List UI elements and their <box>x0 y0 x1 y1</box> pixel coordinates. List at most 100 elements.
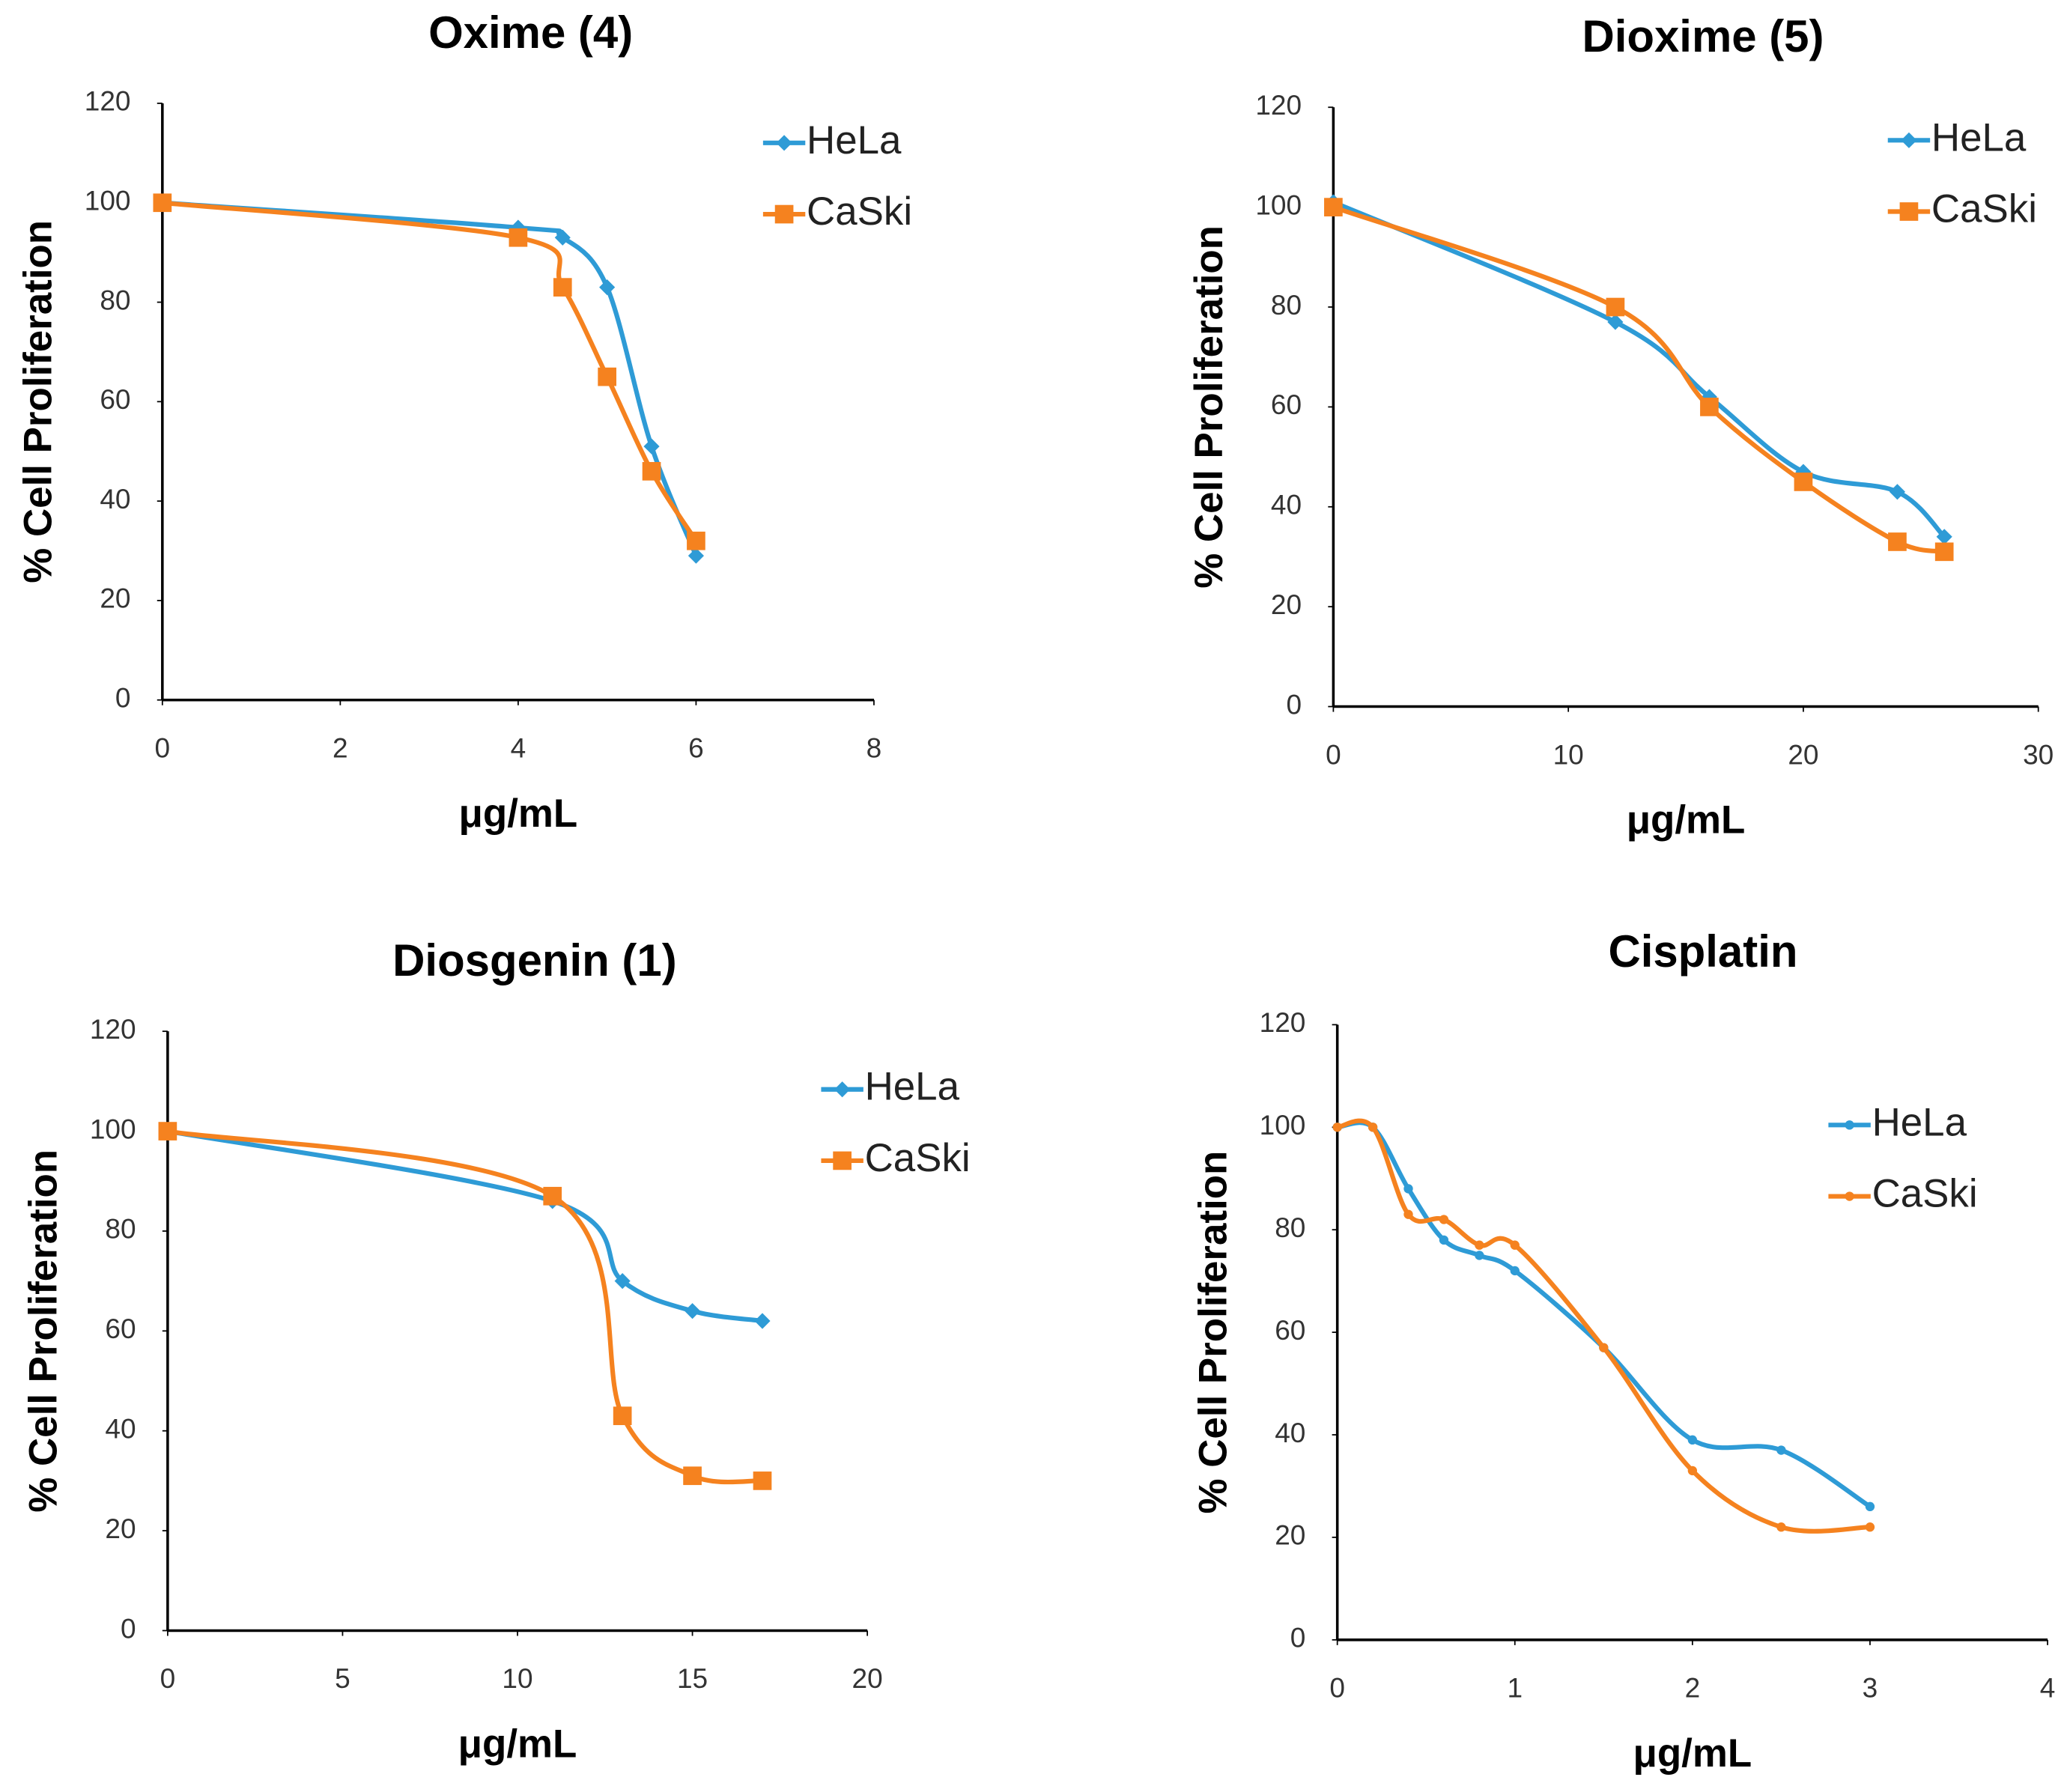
marker <box>1865 1522 1875 1532</box>
y-tick-label: 20 <box>1271 589 1302 620</box>
x-tick-label: 4 <box>511 732 526 763</box>
marker <box>1865 1501 1875 1512</box>
x-tick-label: 0 <box>1329 1672 1345 1704</box>
marker <box>1475 1251 1484 1260</box>
y-tick-label: 80 <box>1271 289 1302 321</box>
series-line <box>1337 1120 1872 1509</box>
legend-marker <box>776 135 792 151</box>
marker <box>1936 529 1952 545</box>
x-axis-label: μg/mL <box>458 1722 577 1767</box>
y-tick-label: 120 <box>1260 1006 1306 1038</box>
x-tick-label: 2 <box>1685 1672 1701 1704</box>
marker <box>1687 1466 1698 1476</box>
chart-panel: Diosgenin (1) 0 20 40 60 80 100 120 0 5 10 15 20 μg/m… <box>22 935 971 1766</box>
series-line <box>1332 200 1946 539</box>
marker <box>554 229 571 246</box>
marker <box>642 461 661 481</box>
y-tick-label: 20 <box>105 1513 136 1544</box>
marker <box>1776 1445 1786 1455</box>
marker <box>1510 1240 1520 1250</box>
x-tick-label: 5 <box>335 1662 350 1694</box>
x-tick-label: 30 <box>2023 738 2054 770</box>
marker <box>158 1122 177 1140</box>
legend-marker <box>1901 132 1917 148</box>
y-tick-label: 40 <box>100 483 130 514</box>
x-tick-label: 15 <box>677 1662 708 1694</box>
marker <box>613 1406 632 1426</box>
marker <box>1403 1209 1413 1219</box>
legend-label: HeLa <box>807 118 902 163</box>
chart-title: Dioxime (5) <box>1582 11 1824 61</box>
marker <box>1599 1343 1609 1352</box>
y-tick-label: 80 <box>1275 1212 1305 1243</box>
x-tick-label: 8 <box>866 732 882 763</box>
y-tick-label: 40 <box>105 1412 136 1444</box>
x-axis-label: μg/mL <box>1633 1731 1752 1776</box>
series-line <box>1332 204 1945 554</box>
legend-marker <box>834 1081 851 1098</box>
marker <box>1324 198 1343 216</box>
chart-title: Diosgenin (1) <box>392 935 677 985</box>
y-axis-label: % Cell Proliferation <box>16 220 61 583</box>
marker <box>1606 297 1625 317</box>
marker <box>1439 1215 1449 1224</box>
y-tick-label: 20 <box>1275 1519 1305 1551</box>
marker <box>1776 1522 1786 1532</box>
legend-label: HeLa <box>1872 1100 1967 1144</box>
chart-panel: Oxime (4) 0 20 40 60 80 100 120 0 2 4 6 8 μg/mL % Cell… <box>16 7 912 836</box>
marker <box>643 438 660 455</box>
x-tick-label: 0 <box>155 732 171 763</box>
y-tick-label: 120 <box>1255 89 1302 121</box>
y-tick-label: 20 <box>100 583 130 614</box>
x-tick-label: 1 <box>1507 1672 1523 1704</box>
chart-panel: Dioxime (5) 0 20 40 60 80 100 120 0 10 20 30 μg/mL % … <box>1187 11 2054 842</box>
y-tick-label: 80 <box>100 284 130 315</box>
y-tick-label: 40 <box>1275 1417 1305 1448</box>
marker <box>1889 484 1906 500</box>
y-tick-label: 40 <box>1271 489 1302 520</box>
chart-panel: Cisplatin 0 20 40 60 80 100 120 0 1 2 3 4 μg/mL % Cell… <box>1191 926 2055 1776</box>
marker <box>1888 532 1907 551</box>
marker <box>1607 314 1624 330</box>
x-tick-label: 3 <box>1863 1672 1878 1704</box>
marker <box>543 1186 562 1206</box>
marker <box>1700 398 1719 416</box>
y-tick-label: 0 <box>1290 1622 1306 1653</box>
legend-label: HeLa <box>1931 115 2027 160</box>
marker <box>598 367 616 386</box>
chart-title: Cisplatin <box>1608 926 1797 977</box>
marker <box>1794 473 1813 491</box>
y-tick-label: 0 <box>115 682 131 714</box>
series-line <box>1337 1118 1871 1534</box>
x-tick-label: 20 <box>1788 738 1818 770</box>
marker <box>687 531 705 550</box>
marker <box>683 1466 702 1486</box>
chart-title: Oxime (4) <box>428 7 633 58</box>
y-tick-label: 120 <box>85 85 131 117</box>
marker <box>1475 1240 1484 1250</box>
marker <box>1403 1184 1413 1194</box>
marker <box>753 1471 772 1490</box>
x-tick-label: 4 <box>2040 1672 2056 1704</box>
marker <box>1510 1266 1520 1276</box>
x-axis-label: μg/mL <box>459 792 578 836</box>
x-tick-label: 2 <box>333 732 348 763</box>
marker <box>553 278 572 297</box>
series-line <box>167 1129 763 1324</box>
legend-marker <box>833 1151 852 1170</box>
y-axis-label: % Cell Proliferation <box>1187 225 1231 589</box>
y-tick-label: 60 <box>100 383 130 415</box>
y-tick-label: 80 <box>105 1213 136 1245</box>
marker <box>1687 1435 1698 1445</box>
legend-marker <box>1899 202 1919 221</box>
legend-marker <box>1845 1120 1854 1130</box>
marker <box>1934 542 1954 562</box>
y-tick-label: 0 <box>121 1612 136 1644</box>
legend-label: CaSki <box>807 189 912 234</box>
legend-label: HeLa <box>865 1065 960 1109</box>
y-tick-label: 100 <box>90 1113 136 1144</box>
legend-marker <box>774 204 794 224</box>
y-tick-label: 0 <box>1286 688 1302 720</box>
y-tick-label: 120 <box>90 1013 136 1045</box>
